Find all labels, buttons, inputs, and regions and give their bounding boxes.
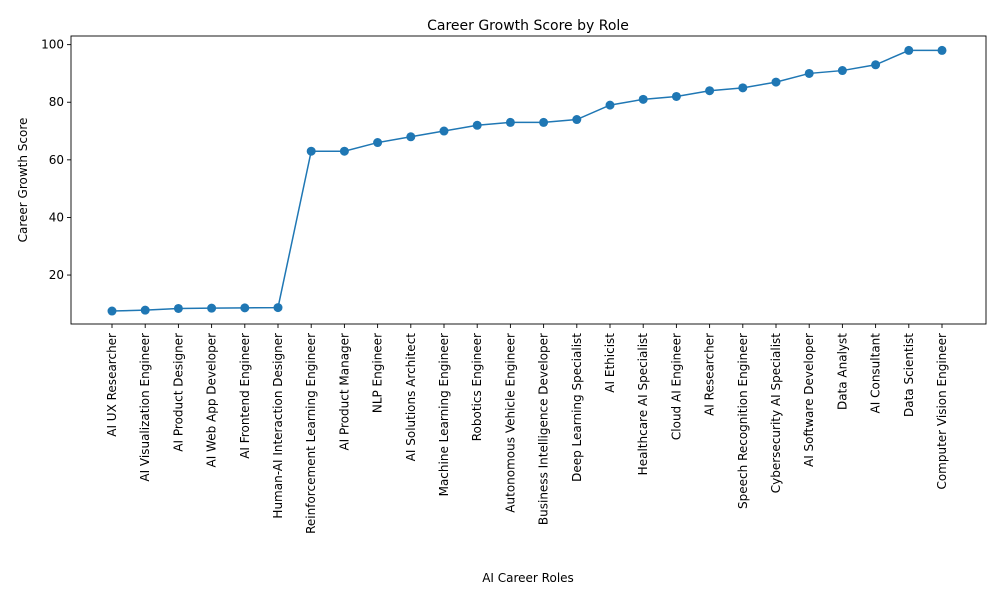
data-points [107, 45, 947, 316]
x-axis-label: AI Career Roles [482, 571, 574, 585]
y-tick-label: 100 [41, 38, 64, 52]
data-point [804, 68, 814, 78]
data-point [605, 100, 615, 110]
x-tick-label: Machine Learning Engineer [437, 333, 451, 496]
x-tick-label: Data Analyst [835, 333, 849, 410]
x-tick-label: AI Consultant [869, 333, 883, 414]
x-tick-label: NLP Engineer [371, 333, 385, 413]
x-tick-label: Autonomous Vehicle Engineer [503, 333, 517, 513]
x-axis: AI UX Researcher AI Visualization Enginee… [105, 324, 949, 534]
data-point [671, 91, 681, 101]
data-point [904, 45, 914, 55]
data-point [871, 60, 881, 70]
x-tick-label: AI Software Developer [802, 333, 816, 467]
data-point [240, 303, 250, 313]
data-point [107, 306, 117, 316]
data-point [439, 126, 449, 136]
data-point [837, 66, 847, 76]
data-point [638, 94, 648, 104]
x-tick-label: Robotics Engineer [470, 333, 484, 441]
data-point [937, 45, 947, 55]
data-point [705, 86, 715, 96]
data-point [373, 138, 383, 148]
x-tick-label: Business Intelligence Developer [537, 333, 551, 525]
x-tick-label: AI Researcher [703, 333, 717, 416]
y-axis: 20 40 60 80 100 [41, 38, 71, 282]
x-tick-label: Speech Recognition Engineer [736, 333, 750, 509]
y-tick-label: 80 [49, 95, 64, 109]
data-point [738, 83, 748, 93]
data-point [472, 120, 482, 130]
x-tick-label: Cybersecurity AI Specialist [769, 333, 783, 494]
data-point [406, 132, 416, 142]
y-tick-label: 40 [49, 210, 64, 224]
x-tick-label: Healthcare AI Specialist [636, 333, 650, 476]
chart-title: Career Growth Score by Role [427, 18, 629, 34]
x-tick-label: Cloud AI Engineer [669, 333, 683, 440]
data-point [306, 146, 316, 156]
plot-area-frame [70, 35, 987, 325]
x-tick-label: AI Solutions Architect [404, 333, 418, 462]
y-axis-label: Career Growth Score [16, 118, 30, 243]
x-tick-label: AI Frontend Engineer [238, 333, 252, 459]
data-point [173, 303, 183, 313]
x-tick-label: AI Web App Developer [205, 333, 219, 468]
x-tick-label: Deep Learning Specialist [570, 333, 584, 482]
x-tick-label: AI Ethicist [603, 333, 617, 393]
x-tick-label: Human-AI Interaction Designer [271, 333, 285, 519]
y-tick-label: 60 [49, 153, 64, 167]
data-point [140, 305, 150, 315]
data-point [505, 117, 515, 127]
data-point [207, 303, 217, 313]
data-point [273, 303, 283, 313]
x-tick-label: AI Visualization Engineer [138, 333, 152, 482]
x-tick-label: AI Product Designer [171, 333, 185, 452]
data-point [771, 77, 781, 87]
data-point [339, 146, 349, 156]
data-point [539, 117, 549, 127]
x-tick-label: Data Scientist [902, 333, 916, 417]
x-tick-label: Computer Vision Engineer [935, 333, 949, 490]
x-tick-label: Reinforcement Learning Engineer [304, 333, 318, 534]
series-line [111, 49, 942, 312]
y-tick-label: 20 [49, 268, 64, 282]
x-tick-label: AI Product Manager [337, 333, 351, 451]
data-point [572, 115, 582, 125]
x-tick-label: AI UX Researcher [105, 333, 119, 437]
